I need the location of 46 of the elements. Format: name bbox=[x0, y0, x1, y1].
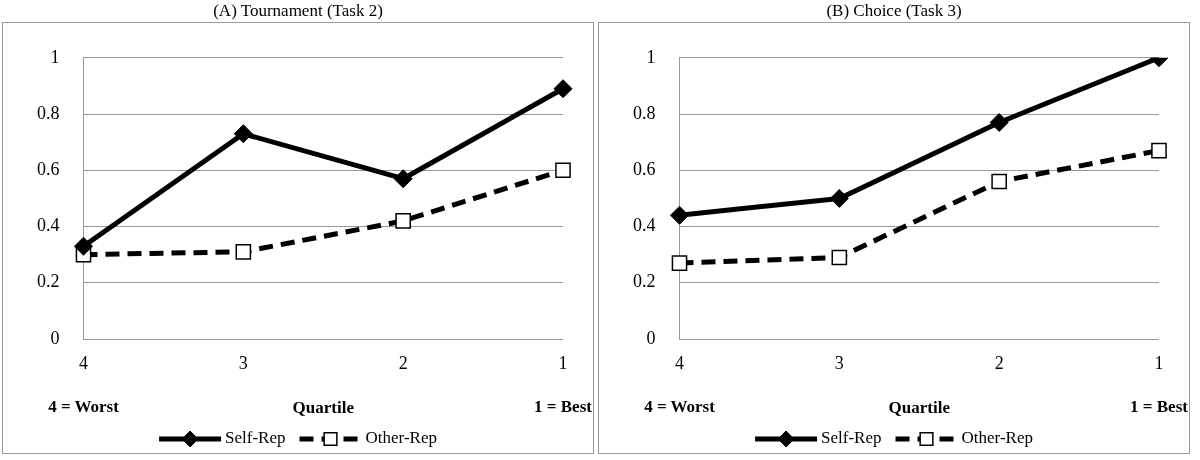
y-tick-label: 1 bbox=[50, 46, 60, 67]
point bbox=[395, 213, 411, 229]
point bbox=[233, 124, 253, 144]
y-tick-label: 0 bbox=[50, 327, 60, 348]
point bbox=[553, 79, 573, 99]
text: 4 = Worst bbox=[48, 397, 120, 417]
x-axis-title: Quartile bbox=[888, 398, 951, 418]
point bbox=[989, 112, 1009, 132]
point bbox=[829, 188, 849, 208]
x-tick-label: 4 bbox=[675, 352, 684, 373]
y-tick-label: 0.4 bbox=[37, 215, 60, 236]
chart-title: (B) Choice (Task 3) bbox=[826, 0, 962, 22]
y-tick-label: 1 bbox=[646, 46, 656, 67]
x-tick-label: 2 bbox=[398, 352, 408, 373]
y-tick-label: 0.8 bbox=[37, 102, 60, 123]
y-tick-label: 0.6 bbox=[633, 159, 656, 180]
point bbox=[555, 162, 571, 179]
point bbox=[670, 205, 689, 225]
point bbox=[393, 169, 413, 189]
point bbox=[74, 236, 93, 256]
legend-label: Self-Rep bbox=[821, 428, 882, 448]
y-tick-label: 0.6 bbox=[37, 159, 60, 180]
point bbox=[991, 173, 1007, 190]
y-tick-label: 0.4 bbox=[633, 215, 656, 236]
x-tick-label: 1 bbox=[1154, 352, 1164, 373]
y-tick-label: 0 bbox=[646, 327, 656, 348]
legend-label: Self-Rep bbox=[225, 428, 286, 448]
x-tick-label: 3 bbox=[238, 352, 248, 373]
x-tick-label: 3 bbox=[834, 352, 844, 373]
x-tick-label: 1 bbox=[558, 352, 568, 373]
legend-label: Other-Rep bbox=[365, 428, 437, 448]
point bbox=[235, 244, 252, 260]
y-tick-label: 0.2 bbox=[37, 271, 60, 292]
text: 4 = Worst bbox=[644, 397, 716, 417]
x-tick-label: 4 bbox=[79, 352, 88, 373]
point bbox=[831, 249, 848, 266]
chart-title: (A) Tournament (Task 2) bbox=[213, 0, 383, 22]
y-tick-label: 0.8 bbox=[633, 102, 656, 123]
x-axis-title: Quartile bbox=[292, 398, 355, 418]
x-tick-label: 2 bbox=[994, 352, 1004, 373]
text: 1 = Best bbox=[534, 397, 593, 417]
y-tick-label: 0.2 bbox=[633, 271, 656, 292]
text: 1 = Best bbox=[1130, 397, 1189, 417]
point bbox=[1151, 142, 1167, 159]
legend-label: Other-Rep bbox=[961, 428, 1033, 448]
point bbox=[671, 255, 688, 271]
